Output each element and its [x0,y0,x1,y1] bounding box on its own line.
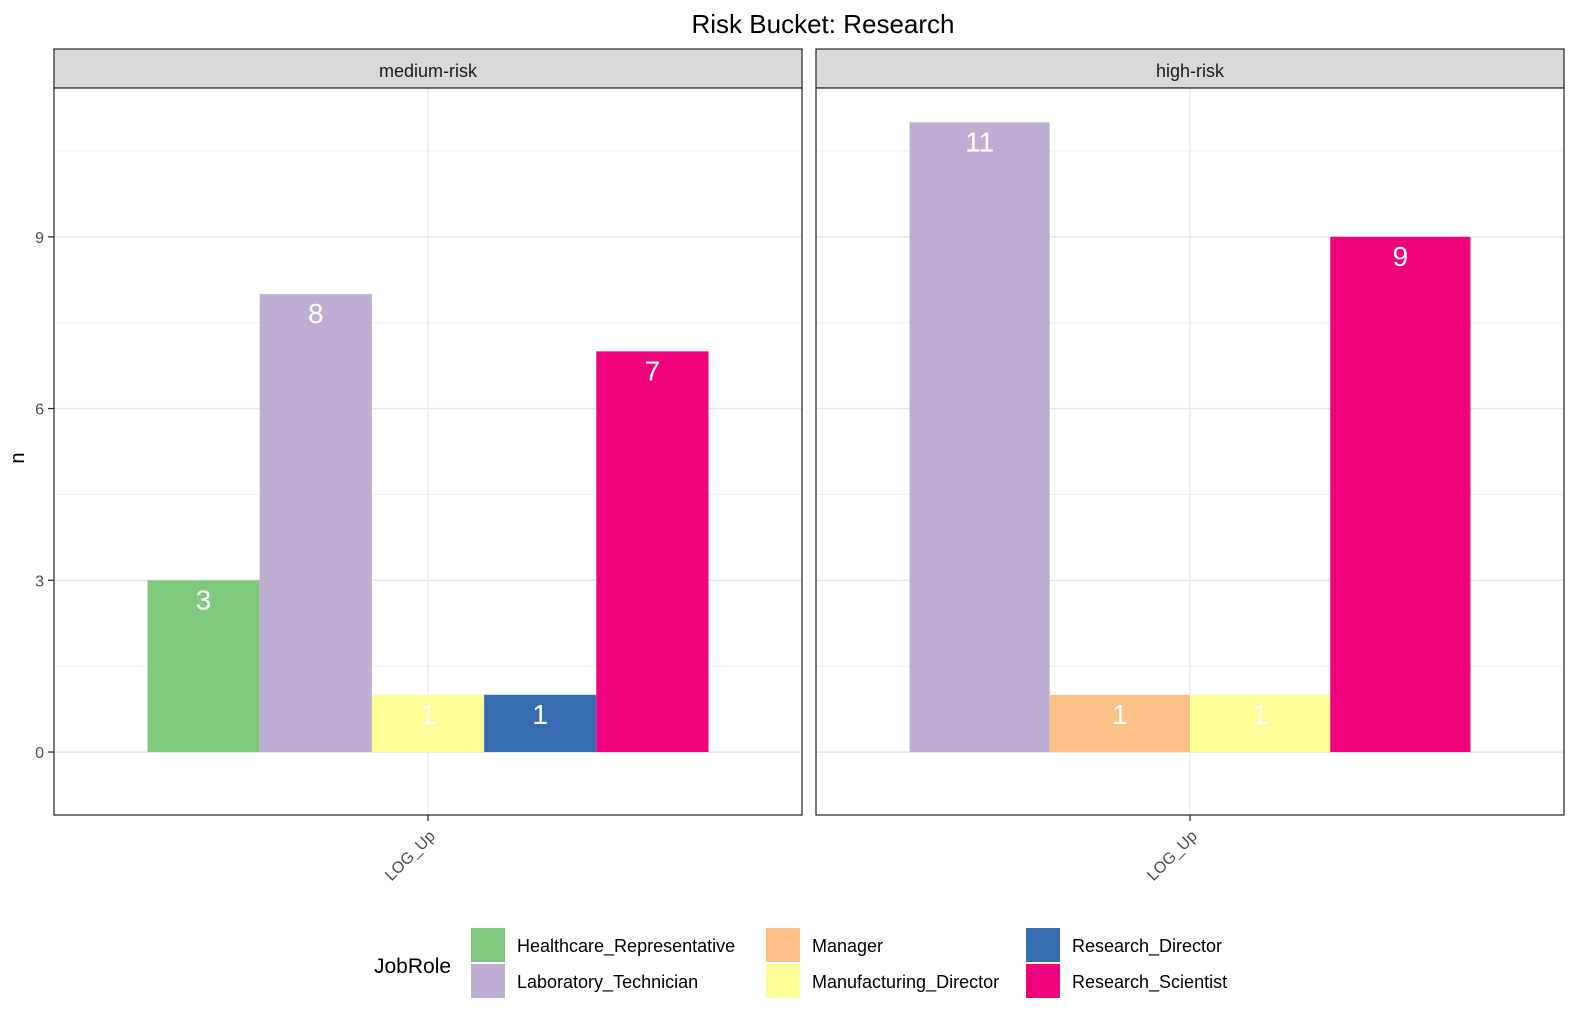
bar-Research_Scientist [596,351,709,753]
legend-item: Laboratory_Technician [471,964,698,998]
legend-label: Research_Scientist [1072,972,1227,993]
legend-swatch [471,964,505,998]
x-tick-label: LOG_Up [382,828,439,885]
bar-value-label: 1 [420,699,436,730]
strip-high-risk [815,48,1565,89]
bar-value-label: 7 [645,355,661,386]
y-axis-title: n [7,452,29,463]
y-tick-label: 0 [35,745,44,762]
bar-value-label: 11 [965,126,994,157]
bar-value-label: 8 [308,298,324,329]
y-tick-label: 9 [35,230,44,247]
legend-swatch [471,928,505,962]
legend-label: Research_Director [1072,936,1222,957]
legend-swatch [766,928,800,962]
legend-label: Laboratory_Technician [517,972,698,993]
legend-item: Manufacturing_Director [766,964,999,998]
bar-value-label: 1 [1252,699,1268,730]
legend: JobRole Healthcare_Representative Laborato… [374,928,1227,998]
bar-Manager [1049,694,1190,753]
legend-item: Research_Director [1026,928,1222,962]
bar-Manufacturing_Director [371,694,485,753]
legend-item: Manager [766,928,883,962]
x-tick-label: LOG_Up [1144,828,1201,885]
bar-value-label: 1 [532,699,548,730]
legend-swatch [1026,928,1060,962]
chart-title: Risk Bucket: Research [692,9,955,39]
legend-label: Manager [812,936,883,956]
legend-swatch [1026,964,1060,998]
facet-medium-risk: medium-risk 3 8 1 1 7 LOG_Up 0 3 6 9 [35,48,803,885]
legend-label: Healthcare_Representative [517,936,735,957]
strip-label: medium-risk [379,61,478,81]
bar-value-label: 1 [1112,699,1128,730]
bar-Laboratory_Technician [909,122,1050,753]
bar-Healthcare_Representative [147,580,260,753]
bar-Laboratory_Technician [259,294,372,753]
legend-item: Healthcare_Representative [471,928,735,962]
strip-medium-risk [53,48,803,89]
legend-swatch [766,964,800,998]
strip-label: high-risk [1156,61,1225,81]
bar-Manufacturing_Director [1190,694,1331,753]
bar-value-label: 3 [196,584,212,615]
bar-value-label: 9 [1393,241,1409,272]
y-tick-label: 3 [35,573,44,590]
bar-Research_Scientist [1330,236,1471,753]
legend-label: Manufacturing_Director [812,972,999,993]
bar-Research_Director [484,694,597,753]
legend-title: JobRole [374,955,451,978]
y-tick-label: 6 [35,402,44,419]
legend-item: Research_Scientist [1026,964,1227,998]
